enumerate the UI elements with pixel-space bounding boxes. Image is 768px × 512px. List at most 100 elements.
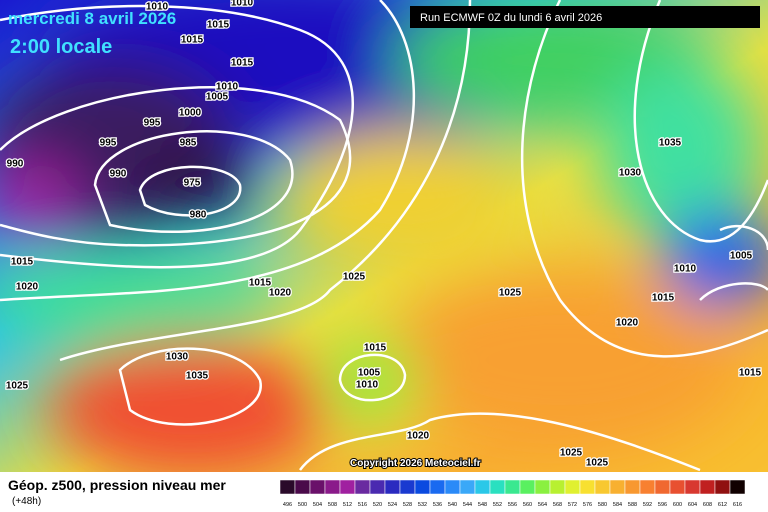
isobar-label: 1020 <box>269 288 292 299</box>
isobar-label: 1015 <box>11 257 34 268</box>
scale-swatch <box>519 479 536 495</box>
scale-label: 604 <box>688 502 697 508</box>
scale-label: 564 <box>538 502 547 508</box>
scale-swatch <box>549 479 566 495</box>
scale-swatch <box>504 479 521 495</box>
scale-swatch <box>579 479 596 495</box>
scale-label: 560 <box>523 502 532 508</box>
legend-subtitle: (+48h) <box>12 496 41 507</box>
time: 2:00 locale <box>10 36 112 58</box>
scale-swatch <box>459 479 476 495</box>
isobar-label: 1010 <box>146 2 169 13</box>
isobar-label: 1035 <box>186 371 209 382</box>
isobar-label: 975 <box>184 178 201 189</box>
scale-swatch <box>699 479 716 495</box>
scale-swatch <box>294 479 311 495</box>
isobar-label: 980 <box>190 210 207 221</box>
isobar-label: 1010 <box>216 82 239 93</box>
run-info: Run ECMWF 0Z du lundi 6 avril 2026 <box>420 12 602 24</box>
isobar-label: 990 <box>110 169 127 180</box>
scale-swatch <box>309 479 326 495</box>
isobar-label: 1025 <box>6 381 29 392</box>
scale-swatch <box>624 479 641 495</box>
isobar-label: 1010 <box>674 264 697 275</box>
scale-swatch <box>384 479 401 495</box>
isobar-label: 1015 <box>181 35 204 46</box>
scale-label: 496 <box>283 502 292 508</box>
scale-swatch <box>654 479 671 495</box>
isobar-label: 1030 <box>166 352 189 363</box>
scale-swatch <box>369 479 386 495</box>
scale-swatch <box>534 479 551 495</box>
scale-label: 532 <box>418 502 427 508</box>
isobar-label: 1015 <box>364 343 387 354</box>
scale-label: 556 <box>508 502 517 508</box>
scale-swatch <box>414 479 431 495</box>
scale-swatch <box>729 479 746 495</box>
scale-swatch <box>639 479 656 495</box>
scale-swatch <box>474 479 491 495</box>
scale-label: 596 <box>658 502 667 508</box>
isobar-label: 1025 <box>586 458 609 469</box>
scale-label: 576 <box>583 502 592 508</box>
scale-swatch <box>324 479 341 495</box>
scale-label: 520 <box>373 502 382 508</box>
scale-label: 612 <box>718 502 727 508</box>
scale-label: 512 <box>343 502 352 508</box>
isobar-label: 1030 <box>619 168 642 179</box>
scale-swatch <box>714 479 731 495</box>
scale-swatch <box>279 479 296 495</box>
scale-label: 544 <box>463 502 472 508</box>
scale-label: 516 <box>358 502 367 508</box>
isobar-label: 1020 <box>616 318 639 329</box>
isobar-label: 1020 <box>16 282 39 293</box>
scale-label: 500 <box>298 502 307 508</box>
isobar-label: 1015 <box>652 293 675 304</box>
isobar-label: 1025 <box>499 288 522 299</box>
scale-label: 588 <box>628 502 637 508</box>
run-box <box>410 6 760 28</box>
scale-label: 572 <box>568 502 577 508</box>
isobar-label: 1020 <box>407 431 430 442</box>
scale-swatch <box>429 479 446 495</box>
scale-swatch <box>354 479 371 495</box>
isobar-label: 1025 <box>343 272 366 283</box>
scale-swatch <box>609 479 626 495</box>
isobar-label: 985 <box>180 138 197 149</box>
scale-label: 608 <box>703 502 712 508</box>
scale-swatch <box>489 479 506 495</box>
isobar-label: 1015 <box>739 368 762 379</box>
scale-label: 600 <box>673 502 682 508</box>
scale-swatch <box>339 479 356 495</box>
legend-title: Géop. z500, pression niveau mer <box>8 477 226 493</box>
scale-swatch <box>669 479 686 495</box>
scale-label: 524 <box>388 502 397 508</box>
scale-label: 536 <box>433 502 442 508</box>
scale-swatch <box>564 479 581 495</box>
isobar-label: 1005 <box>730 251 753 262</box>
isobar-label: 1015 <box>207 20 230 31</box>
scale-label: 580 <box>598 502 607 508</box>
scale-swatch <box>444 479 461 495</box>
isobar-label: 1000 <box>179 108 202 119</box>
copyright: Copyright 2026 Meteociel.fr <box>350 458 481 469</box>
isobar-label: 1010 <box>356 380 379 391</box>
scale-label: 548 <box>478 502 487 508</box>
isobars <box>0 0 768 470</box>
isobar-label: 990 <box>7 159 24 170</box>
isobar-label: 1005 <box>358 368 381 379</box>
isobar-label: 1015 <box>249 278 272 289</box>
scale-label: 504 <box>313 502 322 508</box>
scale-label: 552 <box>493 502 502 508</box>
scale-label: 584 <box>613 502 622 508</box>
isobar-label: 1015 <box>231 58 254 69</box>
date: mercredi 8 avril 2026 <box>8 9 176 28</box>
isobar-label: 1005 <box>206 92 229 103</box>
scale-label: 592 <box>643 502 652 508</box>
isobar-label: 1025 <box>560 448 583 459</box>
scale-swatch <box>594 479 611 495</box>
isobar-label: 1010 <box>231 0 254 9</box>
scale-label: 508 <box>328 502 337 508</box>
